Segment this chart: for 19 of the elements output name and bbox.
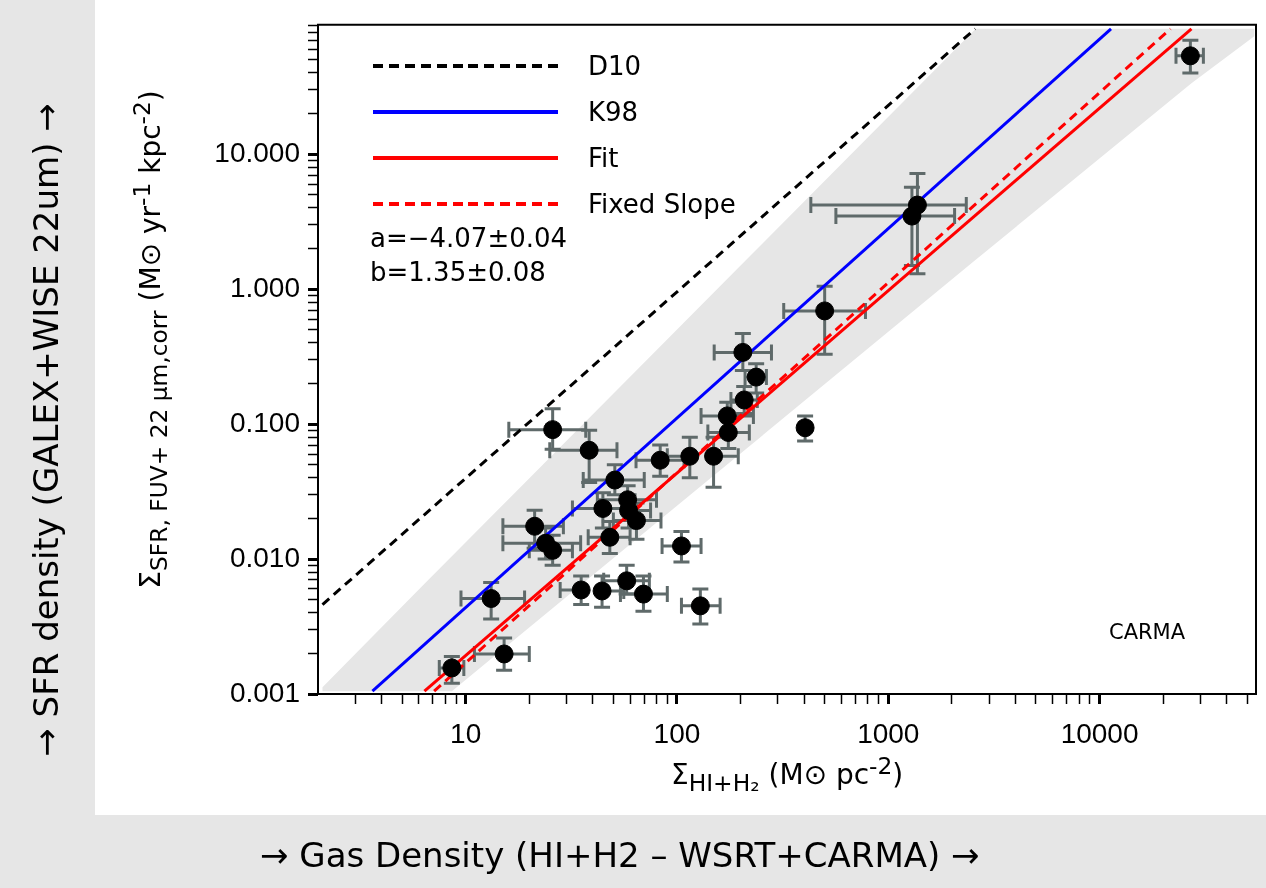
legend-label: K98 — [588, 95, 639, 129]
annotation: CARMA — [1109, 620, 1186, 644]
x-tick-label: 10 — [450, 717, 482, 749]
x-tick-label: 10000 — [1060, 717, 1139, 749]
y-tick-label: 1.000 — [229, 271, 300, 303]
legend-label: Fixed Slope — [588, 187, 736, 221]
y-tick-label: 0.100 — [229, 406, 300, 438]
legend-label: Fit — [588, 141, 619, 175]
legend-label: D10 — [588, 49, 642, 83]
x-tick-label: 1000 — [857, 717, 920, 749]
annotation: b=1.35±0.08 — [370, 257, 546, 287]
x-tick-label: 100 — [653, 717, 701, 749]
text: → SFR density (GALEX+WISE 22um) → — [25, 103, 66, 757]
x-axis-title: Σ$_{HI+H₂}$ (M⊙ pc$^{-2}$) — [671, 752, 904, 797]
y-tick-label: 0.010 — [229, 541, 300, 573]
y-tick-label: 10.000 — [214, 136, 300, 168]
annotation: a=−4.07±0.04 — [370, 223, 568, 253]
y-tick-label: 0.001 — [229, 676, 300, 708]
text: → Gas Density (HI+H2 – WSRT+CARMA) → — [260, 835, 980, 875]
